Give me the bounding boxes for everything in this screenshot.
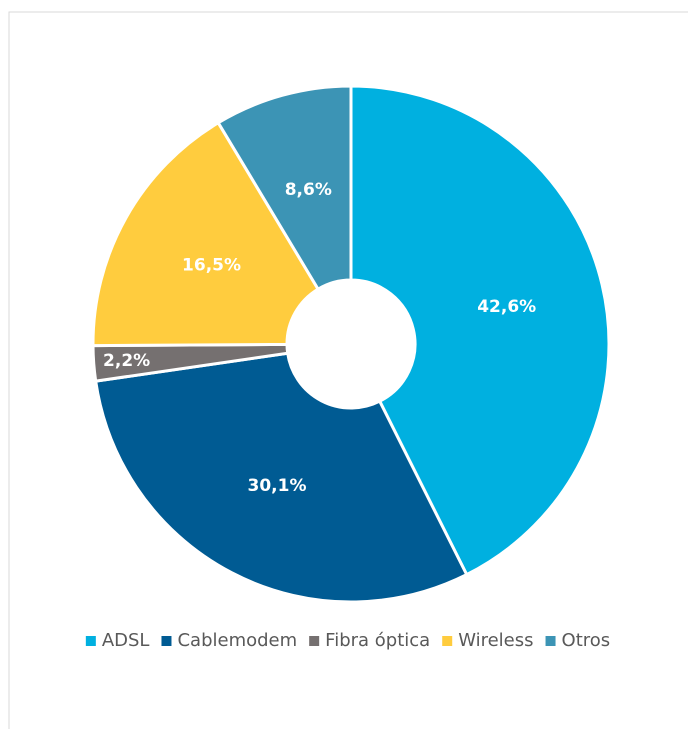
legend-label: Otros	[562, 630, 611, 651]
legend-swatch	[85, 636, 96, 646]
slice	[93, 351, 469, 604]
slice	[91, 120, 321, 348]
data-label: 2,2%	[103, 351, 150, 371]
data-label: 30,1%	[248, 476, 307, 496]
chart-border	[8, 11, 688, 729]
legend-swatch	[545, 636, 556, 646]
legend-label: Fibra óptica	[325, 630, 430, 651]
legend-label: Cablemodem	[177, 630, 297, 651]
slice	[216, 84, 353, 292]
legend-swatch	[309, 636, 320, 646]
legend-swatch	[161, 636, 172, 646]
legend-swatch	[442, 636, 453, 646]
legend-label: ADSL	[102, 630, 150, 651]
data-label: 8,6%	[285, 180, 332, 200]
data-label: 42,6%	[477, 297, 536, 317]
slice	[349, 84, 611, 577]
data-label: 16,5%	[182, 256, 241, 276]
legend-label: Wireless	[458, 630, 533, 651]
